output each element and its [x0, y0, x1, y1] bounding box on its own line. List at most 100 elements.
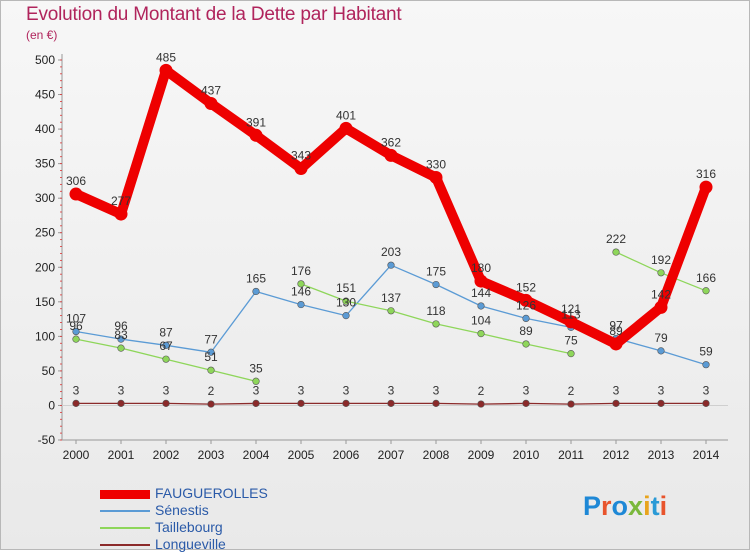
logo-letter: o [611, 491, 629, 521]
data-label: 343 [291, 148, 311, 162]
data-point [72, 327, 80, 336]
data-point [159, 63, 173, 77]
legend-swatch [100, 490, 150, 499]
data-point [387, 261, 395, 269]
data-point [522, 340, 530, 348]
logo-letter: i [659, 491, 668, 521]
legend-swatch [100, 544, 150, 546]
data-point [477, 400, 485, 408]
logo-letter: t [650, 491, 660, 521]
x-tick-label: 2000 [63, 448, 90, 462]
data-point [477, 330, 485, 338]
data-label: 222 [606, 232, 626, 246]
data-point [432, 320, 440, 328]
data-label: 3 [118, 383, 125, 397]
data-label: 401 [336, 108, 356, 122]
data-label: 3 [613, 383, 620, 397]
data-point [657, 347, 665, 355]
data-point [342, 312, 350, 320]
proxiti-logo: Proxiti [583, 491, 667, 522]
data-label: 146 [291, 285, 311, 299]
data-point [477, 302, 485, 310]
legend-swatch [100, 510, 150, 512]
data-label: 3 [658, 383, 665, 397]
data-point [567, 350, 575, 358]
y-tick-label: 200 [35, 260, 55, 274]
legend-label: Taillebourg [155, 519, 223, 535]
y-tick-label: 100 [35, 329, 55, 343]
data-label: 67 [159, 339, 173, 353]
data-point [207, 366, 215, 374]
data-label: 391 [246, 115, 266, 129]
x-tick-label: 2001 [108, 448, 135, 462]
unit-label: (en €) [26, 28, 58, 42]
data-point [252, 377, 260, 385]
data-point [162, 399, 170, 407]
data-label: 3 [343, 383, 350, 397]
data-point [612, 248, 620, 256]
x-tick-label: 2007 [378, 448, 405, 462]
data-label: 79 [654, 331, 668, 345]
data-label: 3 [388, 383, 395, 397]
y-tick-label: 0 [48, 398, 55, 412]
data-label: 3 [433, 383, 440, 397]
data-point [519, 293, 533, 307]
x-tick-label: 2014 [693, 448, 720, 462]
data-point [297, 280, 305, 288]
legend-label: Sénestis [155, 502, 209, 518]
x-tick-label: 2005 [288, 448, 315, 462]
data-label: 166 [696, 271, 716, 285]
data-point [339, 121, 353, 135]
data-label: 104 [471, 314, 491, 328]
data-label: 118 [426, 304, 445, 318]
y-tick-label: 450 [35, 88, 55, 102]
data-point [657, 269, 665, 277]
data-point [609, 337, 623, 351]
x-tick-label: 2011 [558, 448, 584, 462]
x-tick-label: 2006 [333, 448, 360, 462]
data-point [522, 399, 530, 407]
data-label: 35 [249, 361, 263, 375]
data-point [72, 399, 80, 407]
data-label: 485 [156, 50, 176, 64]
data-label: 83 [114, 328, 128, 342]
data-point [204, 97, 218, 111]
logo-letter: P [583, 491, 602, 521]
data-label: 142 [651, 287, 671, 301]
data-label: 316 [696, 167, 716, 181]
logo-letter: x [628, 491, 644, 521]
y-tick-label: -50 [38, 433, 56, 447]
data-label: 165 [246, 271, 266, 285]
data-label: 2 [478, 384, 485, 398]
data-point [654, 300, 668, 314]
data-label: 96 [69, 319, 83, 333]
data-label: 144 [471, 286, 491, 300]
y-tick-label: 500 [35, 53, 55, 67]
data-label: 437 [201, 84, 221, 98]
x-tick-label: 2009 [468, 448, 495, 462]
data-label: 176 [291, 264, 311, 278]
data-label: 107 [66, 312, 86, 326]
data-label: 192 [651, 253, 671, 267]
data-point [162, 341, 170, 349]
data-label: 3 [253, 383, 260, 397]
y-tick-label: 250 [35, 226, 55, 240]
data-point [297, 399, 305, 407]
data-point [432, 280, 440, 289]
data-point [207, 348, 215, 356]
data-label: 330 [426, 157, 446, 171]
data-point [117, 335, 125, 343]
data-point [297, 300, 305, 309]
data-label: 152 [516, 280, 536, 294]
x-tick-label: 2004 [243, 448, 270, 462]
legend-label: FAUGUEROLLES [155, 485, 268, 501]
data-label: 75 [564, 334, 578, 348]
data-label: 97 [609, 318, 623, 332]
data-point [702, 399, 710, 407]
chart-title: Evolution du Montant de la Dette par Hab… [26, 4, 402, 25]
legend-swatch [100, 527, 150, 529]
data-label: 89 [609, 324, 623, 338]
data-point [252, 287, 260, 296]
